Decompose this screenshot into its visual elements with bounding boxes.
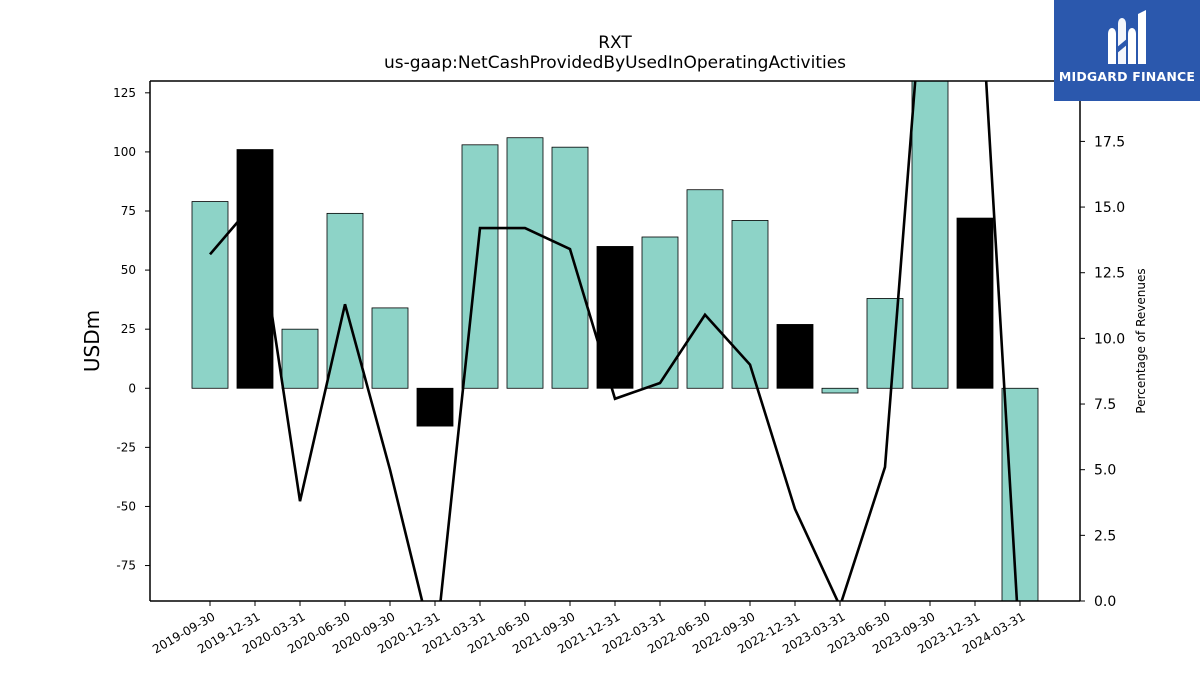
bar-2023-09-30 <box>911 81 949 389</box>
bar-2022-12-31 <box>776 324 814 389</box>
revenue-percentage-line <box>209 81 1019 601</box>
bar-2023-03-31 <box>821 387 859 394</box>
y-tick-label: 25 <box>121 322 136 336</box>
y-tick-label: 100 <box>113 145 136 159</box>
bar-2023-12-31 <box>956 217 994 389</box>
bar-2020-03-31 <box>281 328 319 389</box>
y-right-tick-label: 15.0 <box>1094 200 1125 216</box>
y-right-tick-label: 12.5 <box>1094 266 1125 282</box>
logo-text: MIDGARD FINANCE <box>1058 69 1196 84</box>
y-tick-label: 125 <box>113 86 136 100</box>
logo-mark-icon <box>1108 10 1146 64</box>
y-right-tick-label: 2.5 <box>1094 528 1116 544</box>
bar-2019-09-30 <box>191 201 229 389</box>
bar-2022-09-30 <box>731 220 769 389</box>
bar-2022-06-30 <box>686 189 724 389</box>
chart-title: RXT <box>598 33 632 53</box>
bar-2021-09-30 <box>551 146 589 389</box>
line-series <box>209 81 1019 601</box>
bar-2019-12-31 <box>236 149 274 389</box>
y-tick-label: 50 <box>121 263 136 277</box>
y-tick-label: -25 <box>116 440 136 454</box>
bar-2024-03-31 <box>1001 387 1039 601</box>
y-right-tick-label: 10.0 <box>1094 331 1125 347</box>
y-tick-label: -50 <box>116 499 136 513</box>
bar-2020-09-30 <box>371 307 409 389</box>
y-tick-label: 75 <box>121 204 136 218</box>
brand-logo: MIDGARD FINANCE <box>1054 0 1200 101</box>
chart-subtitle: us-gaap:NetCashProvidedByUsedInOperating… <box>384 53 846 73</box>
y-right-tick-label: 0.0 <box>1094 594 1116 610</box>
y-right-tick-label: 17.5 <box>1094 134 1125 150</box>
y-tick-label: 0 <box>128 381 136 395</box>
bar-2021-12-31 <box>596 246 634 389</box>
y-right-tick-label: 5.0 <box>1094 463 1116 479</box>
bar-2020-12-31 <box>416 387 454 427</box>
bar-series <box>191 81 1039 601</box>
bar-2021-06-30 <box>506 137 544 389</box>
y-axis-label-right: Percentage of Revenues <box>1134 268 1148 413</box>
y-axis-label-left: USDm <box>80 310 104 372</box>
y-tick-label: -75 <box>116 559 136 573</box>
y-right-tick-label: 7.5 <box>1094 397 1116 413</box>
